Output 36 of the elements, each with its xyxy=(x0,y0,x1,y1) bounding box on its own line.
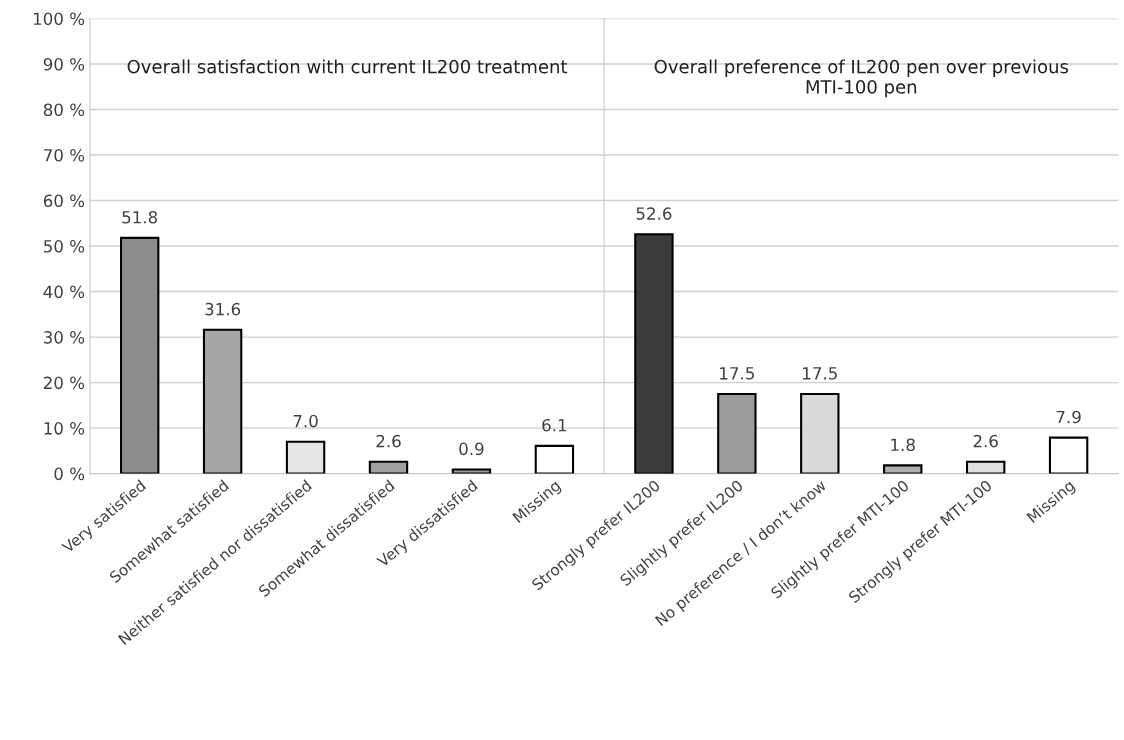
y-tick-label: 40 % xyxy=(43,285,85,299)
data-label: 31.6 xyxy=(205,302,241,316)
data-label: 7.9 xyxy=(1056,410,1081,424)
y-tick-label: 0 % xyxy=(54,467,85,481)
y-tick-label: 60 % xyxy=(43,194,85,208)
data-label: 2.6 xyxy=(376,434,401,448)
data-label: 0.9 xyxy=(459,442,484,456)
data-label: 1.8 xyxy=(891,438,915,452)
y-tick-label: 80 % xyxy=(43,103,85,117)
bar xyxy=(285,440,326,474)
data-label: 7.0 xyxy=(293,414,318,428)
y-tick-label: 100 % xyxy=(33,12,85,26)
bar xyxy=(368,460,409,474)
y-tick-label: 70 % xyxy=(44,148,85,162)
bar xyxy=(717,392,757,474)
data-label: 17.5 xyxy=(803,367,837,380)
text: Overall preference of IL200 pen over previous MTI-100 pen xyxy=(654,59,1069,98)
y-tick-label: 90 % xyxy=(43,57,85,71)
bar xyxy=(451,468,492,474)
bar xyxy=(119,236,160,474)
y-tick-label: 50 % xyxy=(44,240,85,253)
bar xyxy=(1048,436,1089,474)
y-tick-label: 30 % xyxy=(43,331,85,344)
data-label: 17.5 xyxy=(720,367,754,380)
y-tick-label: 10 % xyxy=(44,422,85,435)
data-label: 51.8 xyxy=(122,210,158,224)
bar xyxy=(883,464,923,474)
bar xyxy=(202,328,243,474)
data-label: 2.6 xyxy=(973,434,998,448)
y-tick-label: 20 % xyxy=(43,376,85,390)
bar xyxy=(534,444,575,474)
bar xyxy=(634,233,674,474)
data-label: 52.6 xyxy=(636,207,672,220)
data-label: 6.1 xyxy=(542,418,567,432)
text: Overall satisfaction with current IL200 treatment xyxy=(127,59,568,74)
bar xyxy=(965,460,1006,474)
